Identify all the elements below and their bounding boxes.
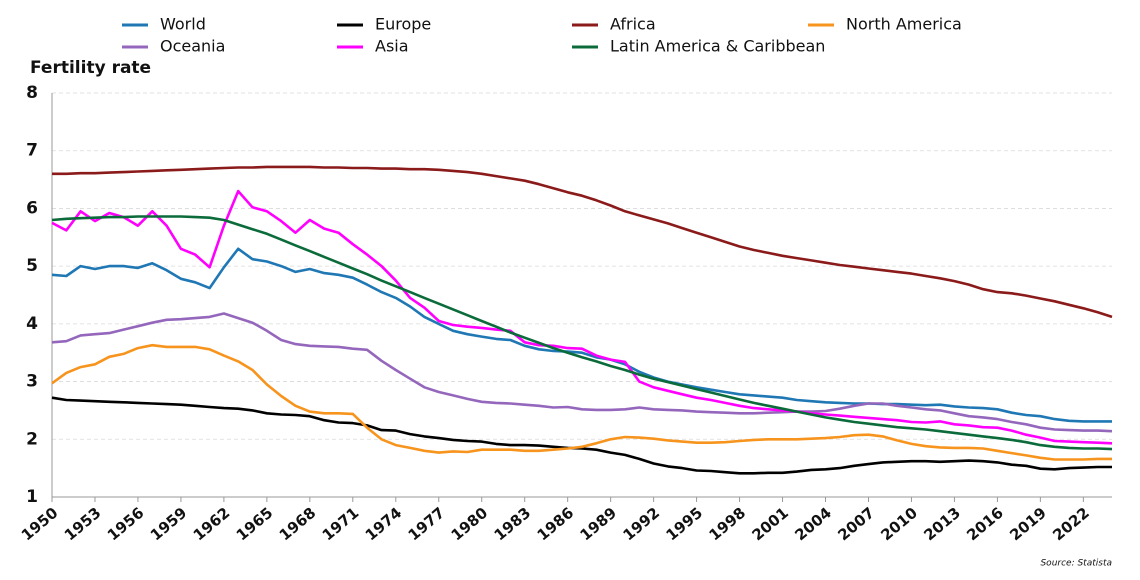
legend-label: North America bbox=[846, 15, 962, 34]
series-line bbox=[51, 247, 1112, 423]
series-line bbox=[51, 396, 1112, 475]
x-tick-label: 1965 bbox=[233, 504, 277, 545]
x-tick-label: 1959 bbox=[147, 504, 191, 545]
y-tick-label: 3 bbox=[26, 372, 38, 392]
x-tick-label: 1977 bbox=[405, 504, 449, 545]
x-tick-label: 2019 bbox=[1006, 504, 1050, 545]
legend-label: Asia bbox=[375, 37, 409, 56]
x-tick-label: 1956 bbox=[104, 504, 148, 545]
legend-label: Latin America & Caribbean bbox=[610, 37, 825, 56]
series-line bbox=[51, 343, 1112, 461]
x-tick-label: 1971 bbox=[319, 504, 363, 545]
legend-label: Africa bbox=[610, 15, 656, 34]
y-tick-label: 6 bbox=[26, 198, 38, 218]
legend-label: Europe bbox=[375, 15, 431, 34]
x-tick-label: 2013 bbox=[920, 504, 964, 545]
y-tick-label: 4 bbox=[26, 314, 38, 334]
x-tick-label: 2022 bbox=[1049, 504, 1093, 545]
x-tick-label: 1953 bbox=[61, 504, 105, 545]
legend-label: Oceania bbox=[160, 37, 225, 56]
y-tick-label: 1 bbox=[26, 487, 38, 507]
x-tick-label: 1974 bbox=[362, 504, 406, 545]
series-line bbox=[52, 165, 1113, 319]
y-tick-label: 5 bbox=[26, 256, 38, 276]
x-tick-label: 1986 bbox=[534, 504, 578, 545]
y-tick-label: 2 bbox=[26, 429, 38, 449]
x-tick-label: 1998 bbox=[705, 504, 749, 545]
x-tick-label: 2016 bbox=[963, 504, 1007, 545]
y-axis-label: Fertility rate bbox=[30, 58, 151, 78]
series-line bbox=[51, 215, 1113, 451]
x-tick-label: 2007 bbox=[834, 504, 878, 545]
x-tick-label: 2001 bbox=[748, 504, 792, 545]
y-tick-label: 7 bbox=[26, 141, 38, 161]
x-tick-label: 1980 bbox=[448, 504, 492, 545]
y-tick-label: 8 bbox=[26, 83, 38, 103]
series-line bbox=[51, 189, 1113, 445]
x-tick-label: 2004 bbox=[791, 504, 835, 545]
x-tick-label: 1950 bbox=[18, 504, 62, 545]
series-line bbox=[51, 312, 1113, 433]
x-tick-label: 1989 bbox=[577, 504, 621, 545]
x-tick-label: 1962 bbox=[190, 504, 234, 545]
source: Source: Statista bbox=[1040, 559, 1112, 569]
x-tick-label: 1995 bbox=[663, 504, 707, 545]
x-tick-label: 2010 bbox=[877, 504, 921, 545]
x-tick-label: 1968 bbox=[276, 504, 320, 545]
x-tick-label: 1992 bbox=[620, 504, 664, 545]
x-tick-label: 1983 bbox=[491, 504, 535, 545]
legend-label: World bbox=[160, 15, 206, 34]
